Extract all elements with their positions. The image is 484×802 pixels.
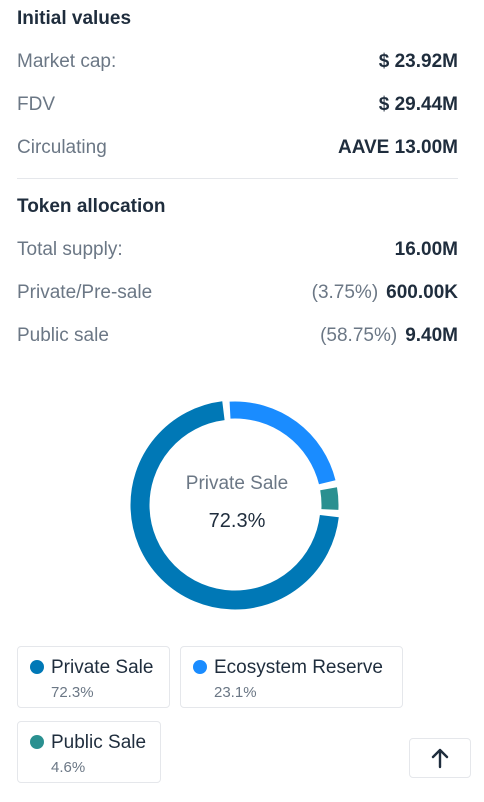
fdv-value: $ 29.44M — [378, 94, 458, 115]
legend-name: Private Sale — [51, 657, 154, 678]
donut-slice-public-sale[interactable] — [320, 487, 339, 510]
circulating-label: Circulating — [17, 137, 107, 158]
public-sale-value: 9.40M — [405, 325, 458, 346]
market-cap-row: Market cap: $ 23.92M — [17, 49, 458, 75]
public-sale-label: Public sale — [17, 325, 109, 346]
donut-center-percent: 72.3% — [208, 510, 266, 532]
scroll-to-top-button[interactable] — [409, 738, 471, 778]
total-supply-row: Total supply: 16.00M — [17, 237, 458, 263]
market-cap-label: Market cap: — [17, 51, 117, 72]
legend-percent: 72.3% — [51, 684, 94, 701]
legend-item-public-sale[interactable]: Public Sale 4.6% — [17, 721, 161, 783]
initial-values-title: Initial values — [17, 8, 132, 29]
total-supply-label: Total supply: — [17, 239, 123, 260]
legend-item-private-sale[interactable]: Private Sale 72.3% — [17, 646, 170, 708]
total-supply-value: 16.00M — [394, 239, 458, 260]
public-sale-row: Public sale (58.75%) 9.40M — [17, 323, 458, 349]
fdv-row: FDV $ 29.44M — [17, 92, 458, 118]
allocation-donut-chart[interactable] — [0, 380, 484, 630]
legend-percent: 4.6% — [51, 759, 86, 776]
fdv-label: FDV — [17, 94, 55, 115]
token-allocation-title: Token allocation — [17, 196, 166, 217]
private-sale-value: 600.00K — [386, 282, 458, 303]
donut-slice-ecosystem-reserve[interactable] — [229, 401, 336, 485]
legend-name: Public Sale — [51, 732, 147, 753]
market-cap-value: $ 23.92M — [378, 51, 458, 72]
private-sale-percent: (3.75%) — [311, 282, 379, 303]
private-sale-label: Private/Pre-sale — [17, 282, 153, 303]
private-sale-row: Private/Pre-sale (3.75%) 600.00K — [17, 280, 458, 306]
legend-name: Ecosystem Reserve — [214, 657, 383, 678]
legend-percent: 23.1% — [214, 684, 257, 701]
section-divider — [17, 178, 458, 179]
circulating-value: AAVE 13.00M — [337, 137, 458, 158]
donut-slice-private-sale[interactable] — [130, 401, 339, 610]
legend-dot-ecosystem-reserve — [193, 660, 207, 674]
public-sale-percent: (58.75%) — [320, 325, 398, 346]
donut-center-name: Private Sale — [185, 473, 289, 494]
arrow-up-icon — [431, 748, 449, 769]
legend-dot-private-sale — [30, 660, 44, 674]
legend-dot-public-sale — [30, 735, 44, 749]
legend-item-ecosystem-reserve[interactable]: Ecosystem Reserve 23.1% — [180, 646, 403, 708]
circulating-row: Circulating AAVE 13.00M — [17, 135, 458, 161]
